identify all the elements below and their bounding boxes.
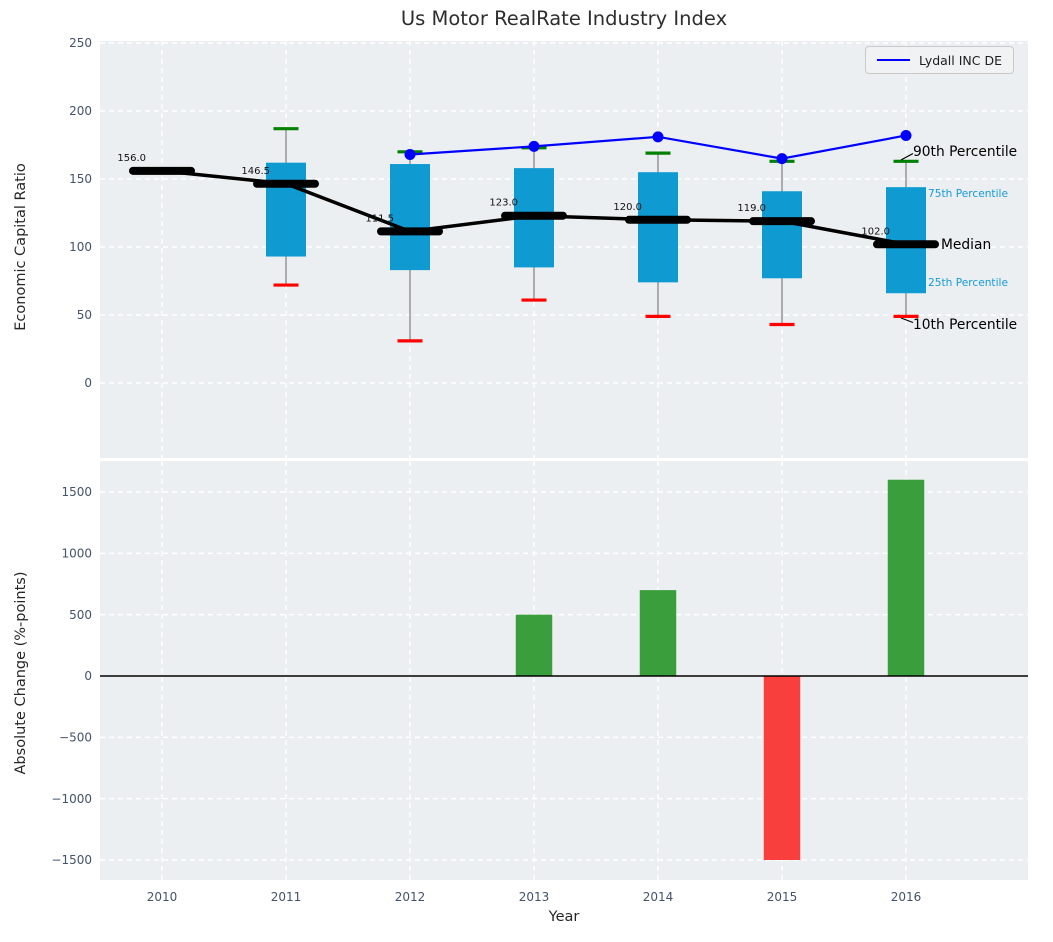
x-axis-label: Year <box>548 909 580 925</box>
bottom-axes-background <box>100 461 1028 880</box>
top-y-tick-label: 250 <box>69 36 92 50</box>
iqr-box <box>390 164 430 271</box>
annotation-75th-percentile: 75th Percentile <box>928 188 1008 200</box>
iqr-box <box>638 172 678 283</box>
x-tick-label: 2016 <box>891 890 922 904</box>
bottom-y-tick-label: −500 <box>59 731 92 745</box>
x-tick-label: 2014 <box>643 890 674 904</box>
x-tick-label: 2012 <box>395 890 426 904</box>
top-y-tick-label: 0 <box>84 376 92 390</box>
change-bar <box>887 479 925 676</box>
annotation-90th-percentile: 90th Percentile <box>913 144 1018 160</box>
median-value-label: 120.0 <box>613 202 642 213</box>
bottom-y-tick-label: 1000 <box>61 547 92 561</box>
median-value-label: 156.0 <box>117 153 146 164</box>
top-y-tick-label: 200 <box>69 104 92 118</box>
median-value-label: 123.0 <box>489 198 518 209</box>
company-point <box>900 129 912 141</box>
annotation-median: Median <box>941 237 992 253</box>
top-y-tick-label: 50 <box>77 308 92 322</box>
chart-title: Us Motor RealRate Industry Index <box>400 7 728 30</box>
x-tick-label: 2010 <box>147 890 178 904</box>
top-y-axis-label: Economic Capital Ratio <box>13 163 29 331</box>
median-value-label: 102.0 <box>861 226 890 237</box>
annotation-10th-percentile: 10th Percentile <box>913 317 1018 333</box>
bottom-y-tick-label: −1000 <box>51 792 92 806</box>
median-value-label: 119.0 <box>737 203 766 214</box>
top-y-tick-label: 150 <box>69 172 92 186</box>
bottom-y-tick-label: 0 <box>84 669 92 683</box>
x-tick-label: 2011 <box>271 890 302 904</box>
company-point <box>652 131 664 143</box>
legend: Lydall INC DE <box>865 46 1014 74</box>
p10-leader-line <box>900 317 914 324</box>
median-value-label: 146.5 <box>241 166 270 177</box>
change-bar <box>515 614 553 676</box>
company-point <box>404 149 416 161</box>
legend-label: Lydall INC DE <box>919 52 1002 68</box>
iqr-box <box>762 191 802 279</box>
x-tick-label: 2015 <box>767 890 798 904</box>
change-bar <box>763 676 801 861</box>
p90-leader-line <box>900 152 914 161</box>
company-point <box>776 153 788 165</box>
bottom-y-tick-label: 500 <box>69 608 92 622</box>
iqr-box <box>266 162 306 257</box>
x-tick-label: 2013 <box>519 890 550 904</box>
bottom-y-tick-label: −1500 <box>51 853 92 867</box>
median-value-label: 111.5 <box>365 213 394 224</box>
company-point <box>528 140 540 152</box>
bottom-y-tick-label: 1500 <box>61 485 92 499</box>
change-bar <box>639 590 677 676</box>
annotation-25th-percentile: 25th Percentile <box>928 277 1008 289</box>
top-y-tick-label: 100 <box>69 240 92 254</box>
bottom-y-axis-label: Absolute Change (%-points) <box>13 571 29 775</box>
legend-line-swatch <box>877 58 910 62</box>
